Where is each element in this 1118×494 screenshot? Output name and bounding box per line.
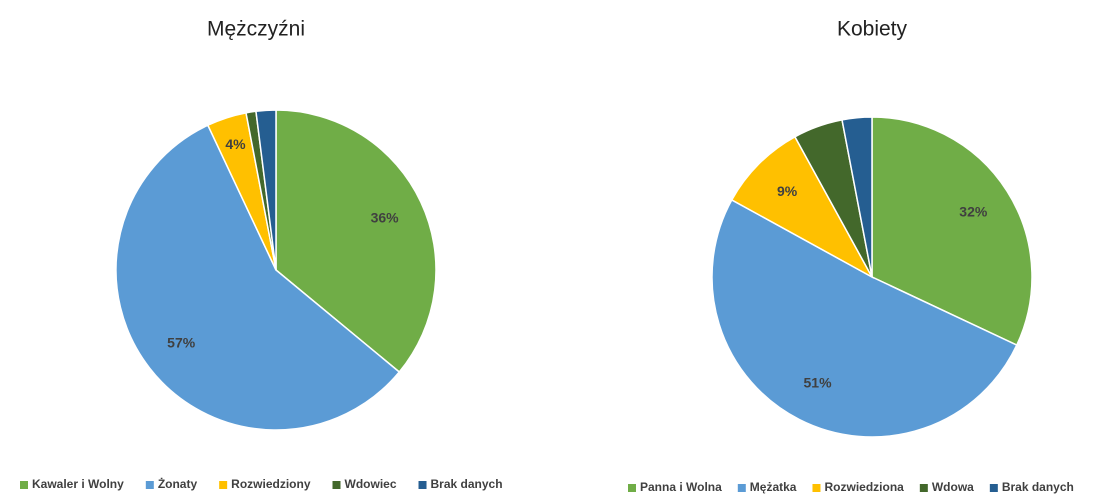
legend-swatch [812, 484, 821, 492]
pie-slice [730, 135, 874, 279]
legend-label: Rozwiedziona [824, 480, 904, 494]
data-label: 32% [959, 203, 988, 219]
pie-slice [871, 116, 1033, 347]
legend-label: Wdowa [932, 480, 974, 494]
data-label: 57% [167, 334, 196, 350]
data-label: 9% [777, 183, 798, 199]
data-label: 51% [804, 375, 833, 391]
legend-label: Panna i Wolna [640, 480, 722, 494]
legend-label: Żonaty [158, 476, 198, 491]
legend-swatch [919, 484, 928, 492]
legend-swatch [989, 484, 998, 492]
legend-swatch [20, 481, 28, 489]
data-label: 4% [225, 136, 246, 152]
legend-swatch [145, 481, 154, 489]
legend-label: Rozwiedziony [231, 477, 311, 491]
legend-label: Brak danych [431, 477, 503, 491]
data-label: 36% [371, 210, 400, 226]
pie-slice [841, 116, 873, 278]
legend-swatch [418, 481, 427, 489]
legend-swatch [219, 481, 228, 489]
chart-title: Kobiety [837, 18, 908, 41]
chart-title: Mężczyźni [207, 18, 305, 41]
legend-swatch [628, 484, 636, 492]
pie-slice [115, 124, 401, 431]
legend-label: Kawaler i Wolny [32, 477, 124, 491]
legend-label: Brak danych [1002, 480, 1074, 494]
legend-swatch [737, 484, 746, 492]
pie-slice [711, 198, 1018, 438]
pie-slice [275, 109, 437, 374]
legend-label: Mężatka [750, 480, 797, 494]
legend-label: Wdowiec [345, 477, 397, 491]
pie-slice [255, 109, 277, 271]
legend-swatch [332, 481, 341, 489]
